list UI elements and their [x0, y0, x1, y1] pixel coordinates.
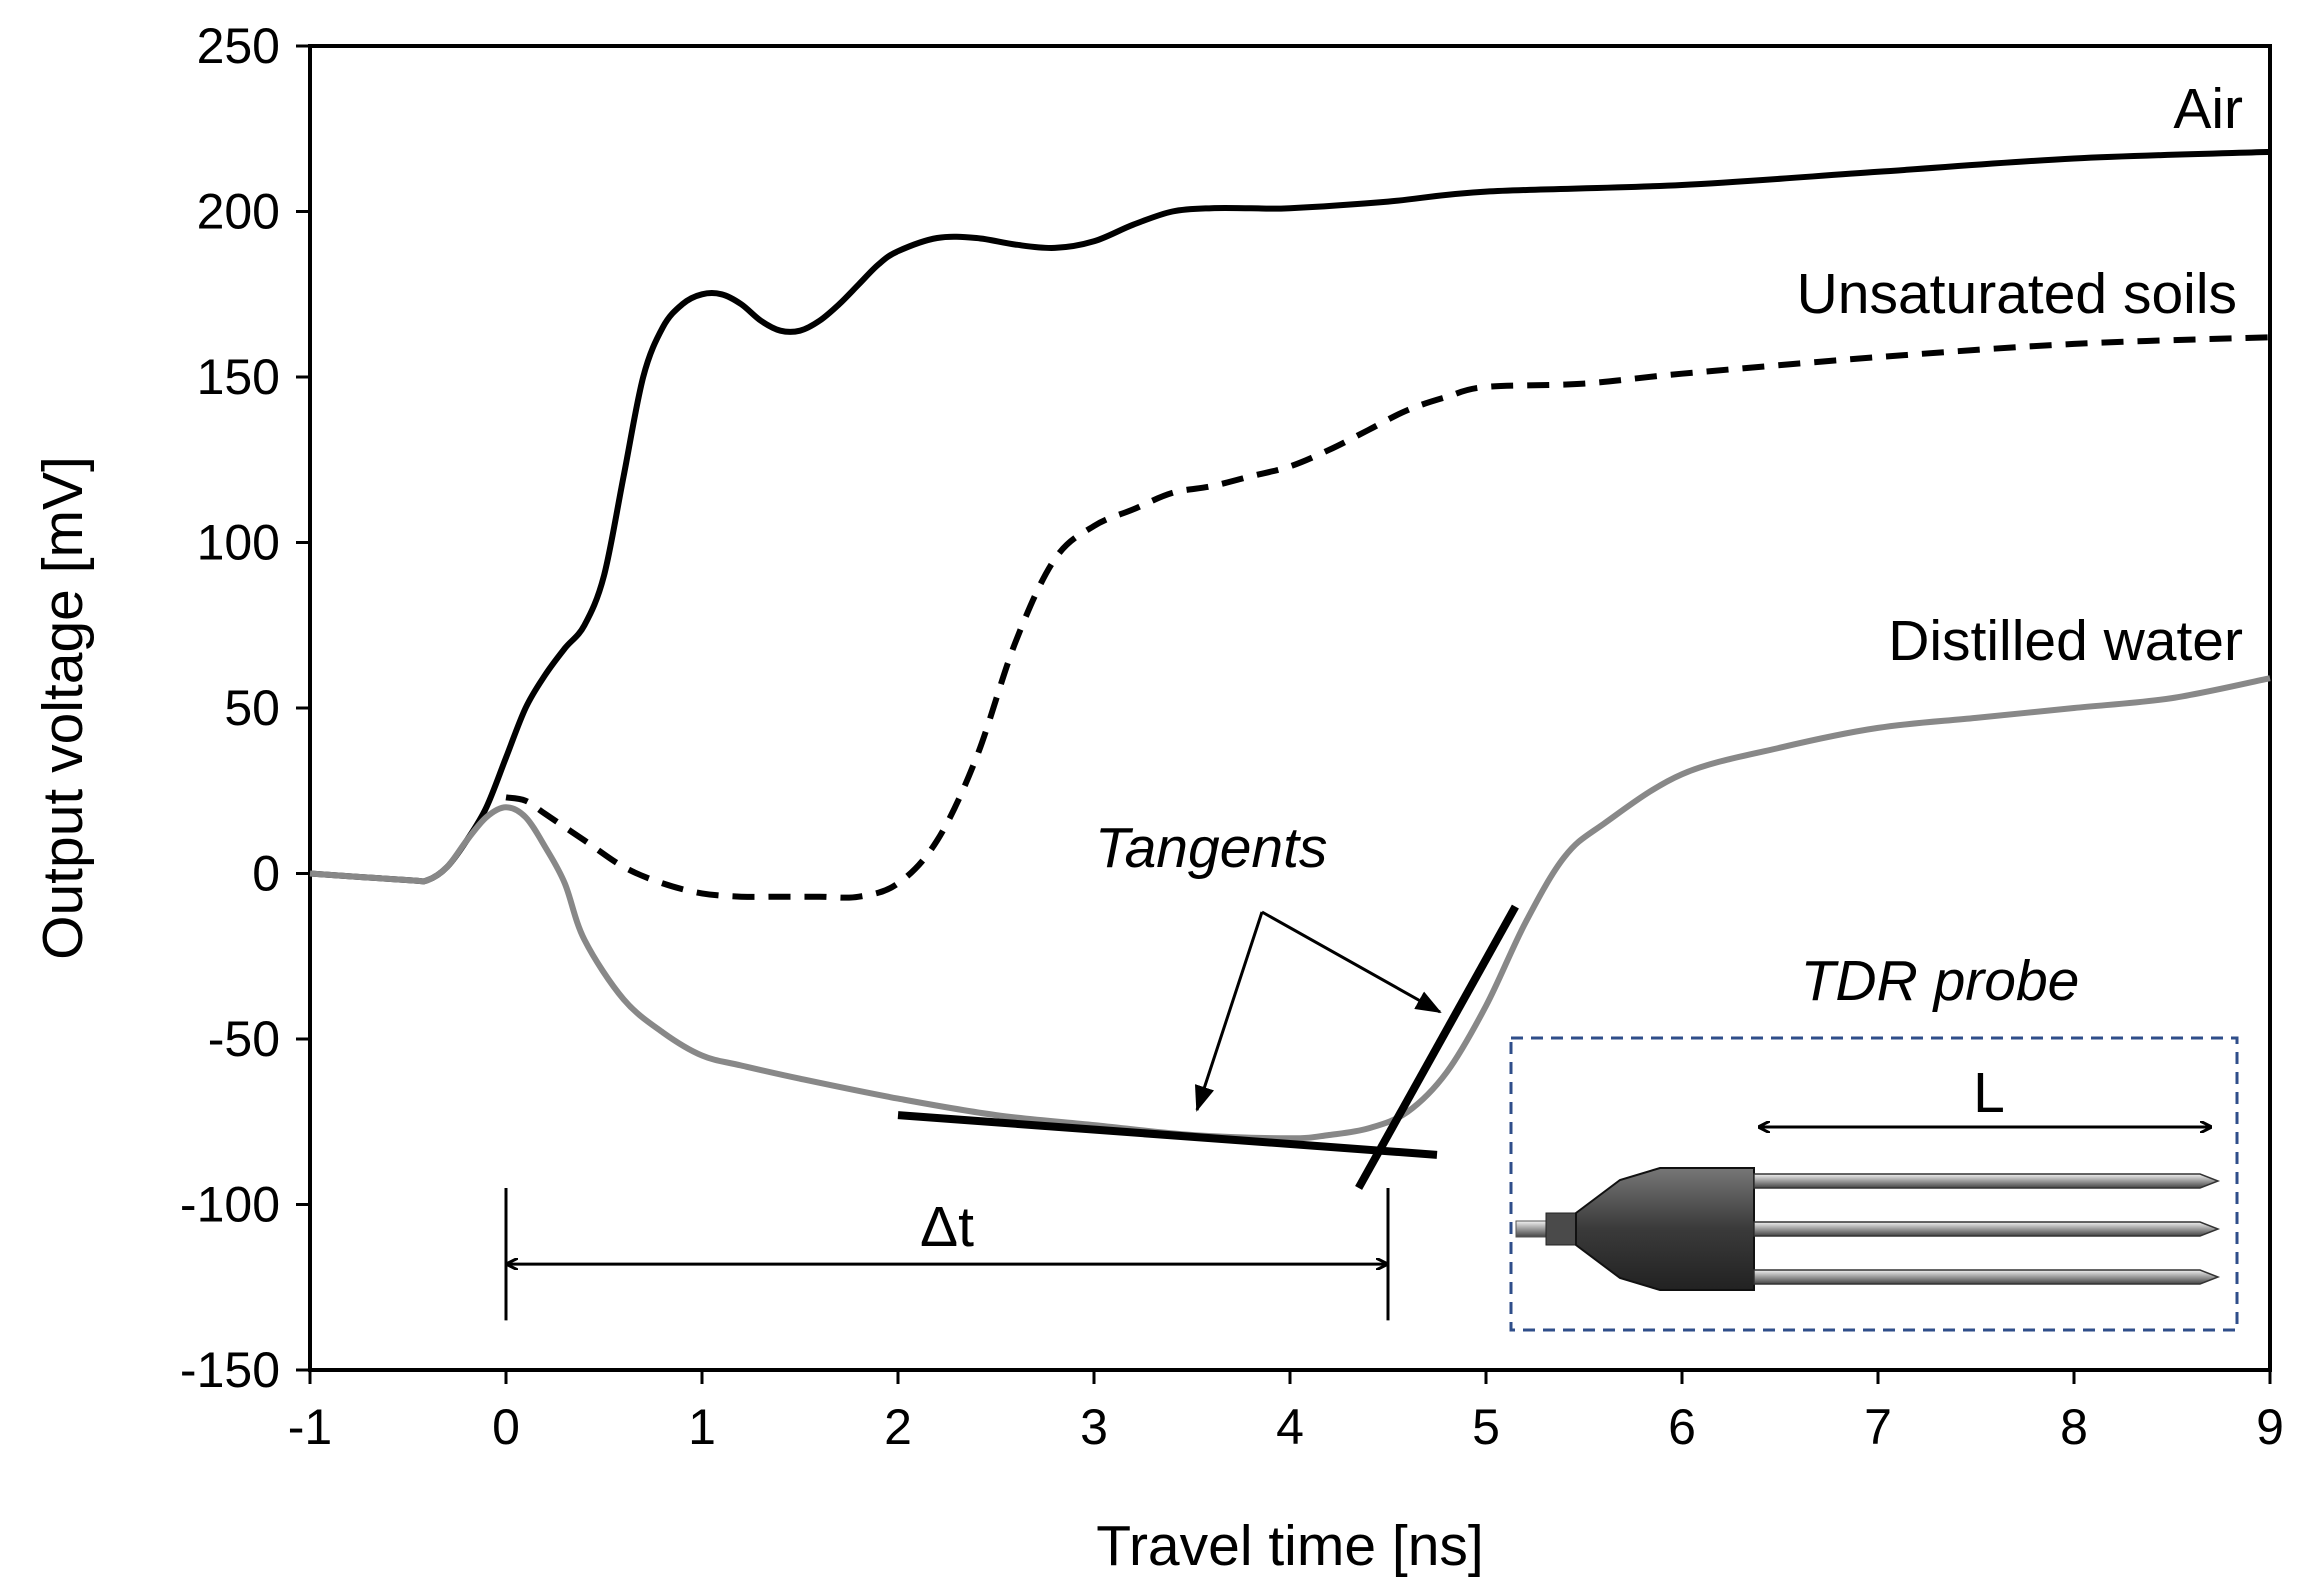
y-tick-label: 250 — [197, 18, 280, 74]
label-tangents: Tangents — [1095, 816, 1327, 880]
tangent-lines — [897, 904, 1519, 1190]
y-axis-title: Output voltage [mV] — [31, 456, 95, 960]
y-tick-label: 0 — [252, 846, 280, 902]
x-axis-title: Travel time [ns] — [1096, 1514, 1483, 1578]
x-tick-label: 5 — [1472, 1399, 1500, 1455]
tangent-rise — [1355, 904, 1519, 1190]
tangents-pointer-right — [1261, 910, 1442, 1014]
x-tick-label: 7 — [1864, 1399, 1892, 1455]
probe-rod-bottom — [1753, 1269, 2221, 1285]
label-air: Air — [2173, 77, 2243, 141]
probe-cable-connector — [1545, 1212, 1579, 1246]
probe-inset-frame — [1509, 1036, 2239, 1332]
x-tick-label: 0 — [492, 1399, 520, 1455]
x-tick-label: 1 — [688, 1399, 716, 1455]
y-tick-label: 200 — [197, 184, 280, 240]
delta-t-marker: Δt — [504, 1187, 1390, 1321]
y-tick-label: -150 — [180, 1342, 280, 1398]
x-tick-label: 6 — [1668, 1399, 1696, 1455]
label-delta-t: Δt — [920, 1195, 974, 1259]
label-probe-length: L — [1973, 1061, 2005, 1125]
probe-rod-middle — [1753, 1221, 2221, 1237]
x-tick-label: 9 — [2256, 1399, 2284, 1455]
y-tick-label: -100 — [180, 1177, 280, 1233]
x-tick-label: 3 — [1080, 1399, 1108, 1455]
axis-ticks — [296, 44, 2272, 1384]
x-tick-labels: -1 0 1 2 3 4 5 6 7 8 9 — [288, 1399, 2284, 1455]
probe-rod-top — [1753, 1173, 2221, 1189]
y-tick-label: 100 — [197, 515, 280, 571]
y-tick-labels: -150 -100 -50 0 50 100 150 200 250 — [180, 18, 280, 1398]
y-tick-label: 50 — [224, 680, 280, 736]
tdr-probe-inset: TDR probe L — [1509, 949, 2239, 1332]
probe-head — [1575, 1167, 1755, 1291]
x-tick-label: 4 — [1276, 1399, 1304, 1455]
x-tick-label: -1 — [288, 1399, 332, 1455]
series-air — [309, 148, 2271, 885]
x-tick-label: 2 — [884, 1399, 912, 1455]
label-distilled-water: Distilled water — [1888, 609, 2243, 673]
tangent-baseline — [897, 1111, 1438, 1159]
y-tick-label: -50 — [208, 1011, 280, 1067]
y-tick-label: 150 — [197, 349, 280, 405]
x-tick-label: 8 — [2060, 1399, 2088, 1455]
label-unsaturated-soils: Unsaturated soils — [1797, 262, 2237, 326]
probe-rods — [1753, 1173, 2221, 1285]
label-tdr-probe: TDR probe — [1801, 949, 2080, 1013]
plot-area-frame — [308, 44, 2272, 1372]
tangents-pointer-left — [1194, 911, 1264, 1112]
